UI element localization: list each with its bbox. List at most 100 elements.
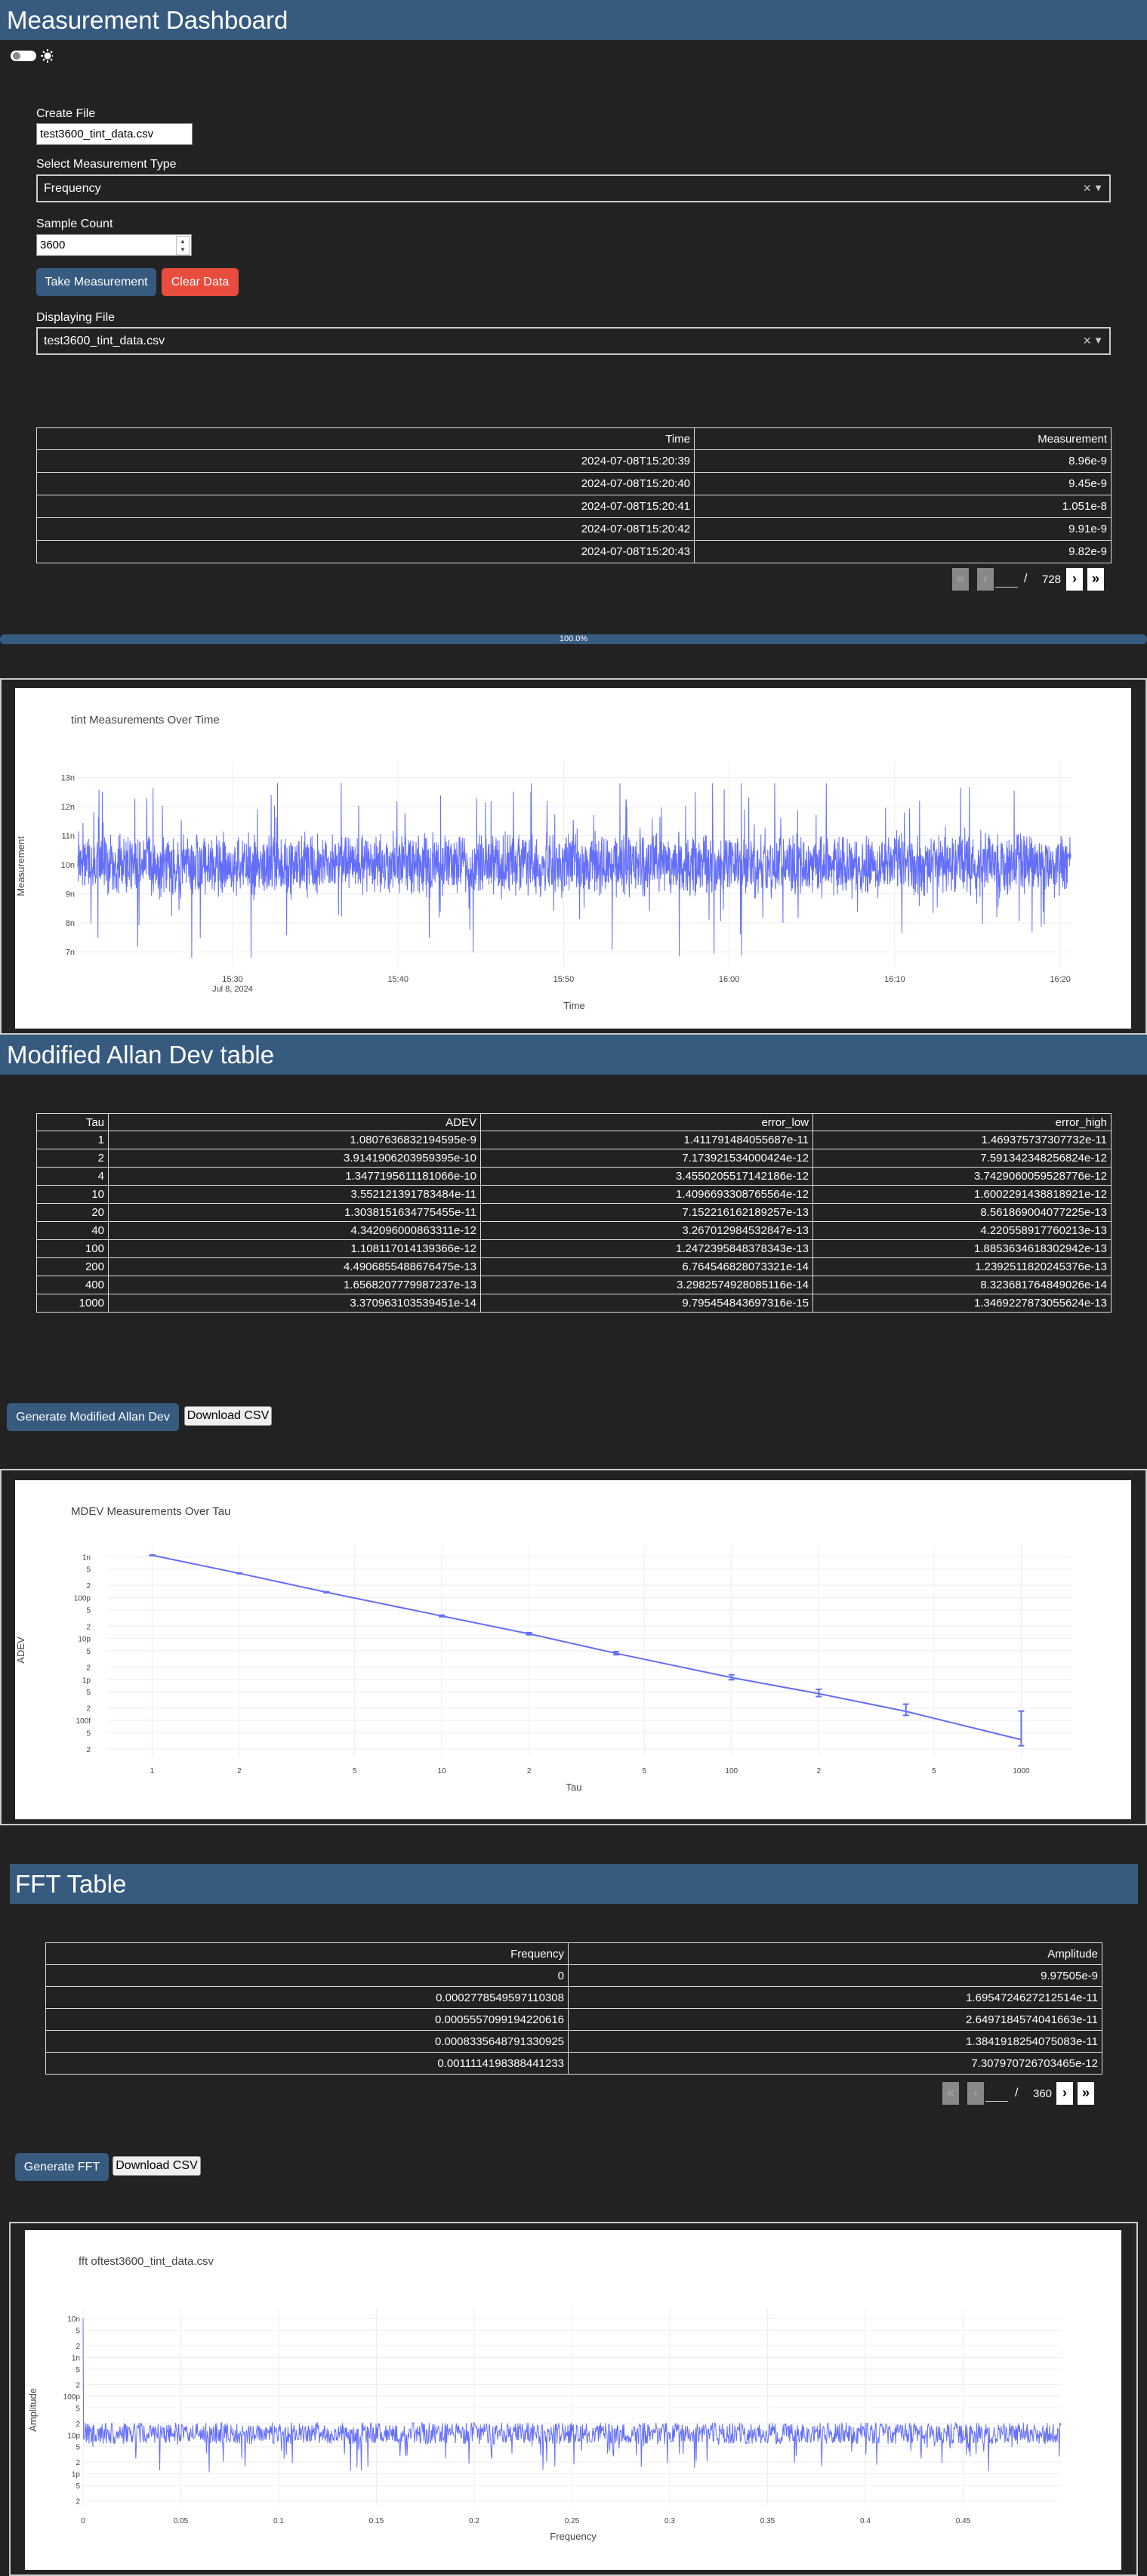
cell-measurement: 8.96e-9 (694, 449, 1112, 473)
create-file-input[interactable]: test3600_tint_data.csv (36, 123, 193, 145)
sample-count-input[interactable]: 3600 ▲ ▼ (36, 234, 192, 256)
displaying-file-dropdown[interactable]: test3600_tint_data.csv × ▼ (36, 327, 1111, 355)
cell-error-low: 3.2982574928085116e-14 (480, 1276, 813, 1294)
progress-label: 100.0% (559, 634, 588, 643)
theme-toggle[interactable] (0, 47, 54, 63)
next-page-button[interactable]: › (1056, 2082, 1073, 2105)
x-tick-label: 1 (150, 1767, 155, 1775)
y-tick-label: 5 (86, 1607, 91, 1615)
y-tick-label: 2 (76, 2459, 80, 2467)
y-tick-label: 11n (61, 832, 75, 841)
prev-page-button[interactable]: ‹ (967, 2082, 984, 2105)
cell-error-high: 1.8853634618302942e-13 (812, 1239, 1112, 1258)
cell-adev: 3.9141906203959395e-10 (108, 1149, 481, 1168)
chart-title: MDEV Measurements Over Tau (71, 1505, 230, 1518)
last-page-button[interactable]: » (1087, 568, 1104, 591)
last-page-button[interactable]: » (1078, 2082, 1094, 2105)
series-line (152, 1554, 1022, 1741)
displaying-file-value: test3600_tint_data.csv (44, 335, 165, 347)
y-tick-label: 13n (61, 774, 75, 783)
page-header: Measurement Dashboard (0, 0, 1147, 40)
cell-measurement: 9.91e-9 (694, 517, 1112, 541)
prev-page-button[interactable]: ‹ (977, 568, 994, 591)
table-row: 2024-07-08T15:20:39 8.96e-9 (36, 449, 1112, 473)
cell-error-high: 7.591342348256824e-12 (812, 1149, 1112, 1168)
fft-title: FFT Table (15, 1869, 127, 1898)
tint-chart-frame (0, 678, 1147, 1035)
cell-amplitude: 1.6954724627212514e-11 (568, 1986, 1102, 2009)
column-header-adev[interactable]: ADEV (108, 1113, 481, 1131)
clear-icon[interactable]: × (1083, 180, 1091, 196)
y-tick-label: 5 (76, 2482, 80, 2491)
x-tick-label: 16:00 (719, 975, 740, 984)
fft-chart: fft oftest3600_tint_data.csv 10n 5 2 1n 5 2 100… (25, 2230, 1121, 2570)
allan-title: Modified Allan Dev table (7, 1040, 275, 1069)
cell-frequency: 0 (45, 1964, 569, 1987)
take-measurement-button[interactable]: Take Measurement (36, 268, 156, 296)
x-tick-label: 0.45 (956, 2517, 971, 2525)
fft-chart-svg: fft oftest3600_tint_data.csv 10n 5 2 1n 5 2 100… (27, 2255, 1062, 2542)
x-tick-label: 0.4 (860, 2517, 871, 2525)
y-tick-label: 2 (76, 2343, 80, 2351)
cell-error-low: 1.2472395848378343e-13 (480, 1239, 813, 1258)
chevron-down-icon[interactable]: ▼ (1093, 182, 1103, 193)
column-header-error-high[interactable]: error_high (812, 1113, 1112, 1131)
y-tick-label: 10p (67, 2432, 80, 2440)
allan-table: Tau ADEV error_low error_high 1 1.0807636… (36, 1113, 1112, 1313)
column-header-tau[interactable]: Tau (36, 1113, 109, 1131)
cell-time: 2024-07-08T15:20:39 (36, 449, 695, 473)
page-separator: / (1024, 572, 1028, 585)
series-line (77, 783, 1071, 958)
cell-frequency: 0.0002778549597110308 (45, 1986, 569, 2009)
cell-error-low: 9.795454843697316e-15 (480, 1294, 813, 1313)
displaying-file-label: Displaying File (36, 311, 116, 324)
measurement-type-dropdown[interactable]: Frequency × ▼ (36, 174, 1111, 202)
clear-icon[interactable]: × (1083, 333, 1091, 348)
generate-mdev-button[interactable]: Generate Modified Allan Dev (7, 1403, 179, 1431)
current-page-input[interactable] (985, 2086, 1008, 2102)
cell-error-high: 3.7429060059528776e-12 (812, 1167, 1112, 1186)
cell-error-low: 3.4550205517142186e-12 (480, 1167, 813, 1186)
cell-tau: 200 (36, 1257, 109, 1276)
x-axis-label: Time (563, 1000, 584, 1011)
column-header-error-low[interactable]: error_low (480, 1113, 813, 1131)
column-header-frequency[interactable]: Frequency (45, 1942, 569, 1965)
column-header-amplitude[interactable]: Amplitude (568, 1942, 1102, 1965)
download-csv-button[interactable]: Download CSV (184, 1406, 272, 1426)
download-csv-button[interactable]: Download CSV (113, 2156, 201, 2176)
y-tick-label: 5 (76, 2328, 80, 2336)
y-tick-label: 5 (86, 1566, 91, 1575)
cell-tau: 10 (36, 1185, 109, 1204)
x-tick-label: 16:20 (1050, 975, 1071, 984)
generate-fft-button[interactable]: Generate FFT (15, 2153, 109, 2181)
table-row: 0.0011114198388441233 7.307970726703465e-… (45, 2052, 1102, 2075)
table-row: 1000 3.370963103539451e-14 9.7954548436973… (36, 1294, 1112, 1313)
y-axis-label: ADEV (15, 1637, 26, 1664)
table-row: 40 4.342096000863311e-12 3.267012984532847… (36, 1221, 1112, 1240)
stepper-icon[interactable]: ▲ ▼ (176, 236, 190, 255)
chevron-down-icon[interactable]: ▼ (1093, 335, 1103, 346)
first-page-button[interactable]: « (942, 2082, 959, 2105)
first-page-button[interactable]: « (952, 568, 969, 591)
chart-title: fft oftest3600_tint_data.csv (79, 2255, 214, 2268)
x-tick-label: 100 (725, 1767, 738, 1775)
progress-fill (0, 634, 1147, 644)
x-tick-label: 0.25 (565, 2517, 580, 2525)
cell-tau: 20 (36, 1203, 109, 1222)
x-tick-label: 0.05 (174, 2517, 189, 2525)
x-tick-label: 1000 (1013, 1767, 1030, 1775)
x-tick-label: 10 (438, 1767, 447, 1775)
cell-error-high: 1.469375737307732e-11 (812, 1131, 1112, 1149)
clear-data-button[interactable]: Clear Data (162, 268, 239, 296)
table-row: 400 1.6568207779987237e-13 3.2982574928085… (36, 1276, 1112, 1294)
next-page-button[interactable]: › (1066, 568, 1083, 591)
y-tick-label: 2 (86, 1582, 91, 1590)
y-tick-label: 1p (82, 1677, 91, 1685)
column-header-measurement[interactable]: Measurement (694, 427, 1112, 450)
x-tick-label: 2 (816, 1767, 821, 1775)
column-header-time[interactable]: Time (36, 427, 695, 450)
cell-amplitude: 9.97505e-9 (568, 1964, 1102, 1987)
x-tick-label: 0.2 (469, 2517, 479, 2525)
current-page-input[interactable] (995, 572, 1018, 588)
y-axis-label: Amplitude (27, 2388, 39, 2432)
